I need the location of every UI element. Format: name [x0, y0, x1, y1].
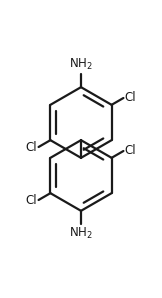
Text: Cl: Cl: [26, 141, 37, 154]
Text: NH$_2$: NH$_2$: [69, 226, 93, 241]
Text: Cl: Cl: [26, 194, 37, 207]
Text: Cl: Cl: [125, 144, 136, 157]
Text: Cl: Cl: [125, 91, 136, 104]
Text: NH$_2$: NH$_2$: [69, 57, 93, 72]
